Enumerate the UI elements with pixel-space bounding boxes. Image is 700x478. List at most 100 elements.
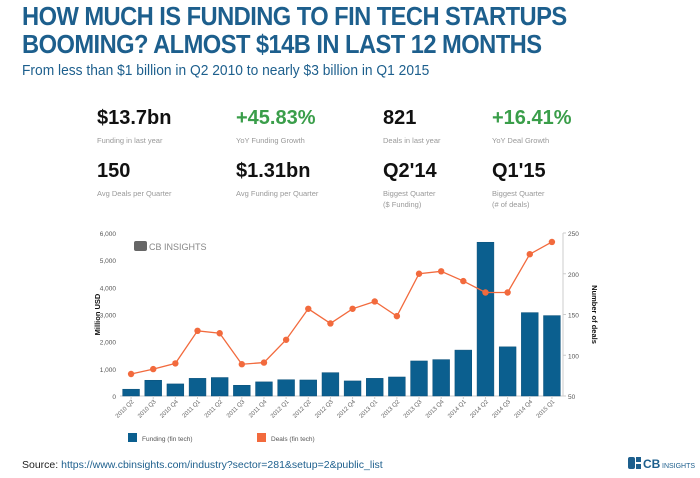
deals-line [130,241,553,375]
x-tick-label: 2010 Q4 [159,399,180,420]
kpi-label: Avg Deals per Quarter [97,188,171,199]
funding-bar [299,379,317,397]
deals-point [482,289,489,296]
funding-bar [255,381,273,397]
cb-insights-logo: CB INSIGHTS [628,457,695,471]
kpi-value: +16.41% [492,107,572,129]
kpi-label: Deals in last year [383,135,441,146]
kpi-label: Biggest Quarter (# of deals) [492,188,545,210]
funding-bar [388,376,406,397]
kpi-label: YoY Funding Growth [236,135,305,146]
kpi-label-line: Funding in last year [97,136,163,145]
source-label: Source: [22,459,62,471]
deals-point [349,305,356,312]
deals-point [238,361,246,368]
x-tick-label: 2015 Q1 [536,399,557,420]
x-tick-label: 2013 Q1 [359,399,380,420]
deals-point [216,330,223,337]
deals-point [437,268,445,275]
chart-watermark: CB INSIGHTS [149,242,207,252]
funding-bar [211,377,229,397]
y2-axis-label: Number of deals [590,285,599,344]
kpi-value: +45.83% [236,107,316,129]
y-tick-label: 2,000 [100,340,117,347]
page-title: HOW MUCH IS FUNDING TO FIN TECH STARTUPS… [22,3,567,59]
kpi-label: YoY Deal Growth [492,135,549,146]
y-tick-label: 1,000 [100,367,117,374]
x-tick-label: 2014 Q4 [514,399,535,420]
kpi-label-line: Avg Funding per Quarter [236,189,319,198]
kpi-label-line: YoY Deal Growth [492,136,550,145]
x-tick-label: 2012 Q3 [314,399,335,420]
funding-bar [321,372,340,397]
kpi-label-line: Deals in last year [383,136,441,145]
kpi-value: 150 [97,160,131,182]
funding-bar [233,385,251,397]
deals-point [504,289,511,296]
x-tick-label: 2012 Q4 [336,399,357,420]
x-tick-label: 2011 Q1 [182,399,203,420]
svg-text:CB: CB [643,457,661,471]
x-tick-label: 2012 Q1 [270,399,291,420]
source-link[interactable]: https://www.cbinsights.com/industry?sect… [61,459,383,471]
funding-bar [122,388,140,397]
funding-bar [432,359,450,397]
y-tick-label: 5,000 [100,258,117,265]
deals-point [150,365,157,373]
kpi-label-line: ($ Funding) [383,200,422,209]
y-tick-label: 0 [112,394,116,401]
y2-tick-label: 50 [568,394,576,401]
svg-text:INSIGHTS: INSIGHTS [662,463,695,470]
kpi-label: Funding in last year [97,135,162,146]
title-line-2: BOOMING? ALMOST $14B IN LAST 12 MONTHS [22,31,542,59]
deals-point [260,359,268,366]
kpi-label: Biggest Quarter ($ Funding) [383,188,436,210]
kpi-label-line: Biggest Quarter [492,189,545,198]
legend-deals-label: Deals (fin tech) [271,436,315,443]
x-tick-label: 2014 Q2 [469,399,490,420]
deals-point [460,277,467,285]
funding-bar [521,312,539,397]
kpi-label-line: (# of deals) [492,200,530,209]
source: Source: https://www.cbinsights.com/indus… [22,459,383,471]
deals-point [194,327,201,334]
y-tick-label: 3,000 [100,313,117,320]
funding-bar [410,360,428,397]
funding-bar [454,349,472,397]
x-tick-label: 2013 Q4 [425,399,446,420]
deals-point [327,320,334,327]
kpi-value: Q2'14 [383,160,437,182]
x-tick-label: 2010 Q3 [137,399,158,420]
x-tick-label: 2014 Q3 [492,399,513,420]
x-tick-label: 2011 Q2 [204,399,225,420]
y2-tick-label: 100 [568,353,579,360]
kpi-label: Avg Funding per Quarter [236,188,318,199]
kpi-value: $13.7bn [97,107,172,129]
kpi-value: Q1'15 [492,160,546,182]
x-tick-label: 2011 Q3 [226,399,247,420]
deals-point [305,305,312,312]
x-tick-label: 2013 Q2 [381,399,402,420]
funding-bar [166,383,185,397]
x-tick-label: 2011 Q4 [248,399,269,420]
subtitle: From less than $1 billion in Q2 2010 to … [22,62,430,79]
y2-tick-label: 250 [568,231,579,238]
x-tick-label: 2010 Q2 [115,399,136,420]
deals-point [371,298,378,305]
kpi-label-line: Avg Deals per Quarter [97,189,172,198]
y-tick-label: 4,000 [100,285,117,292]
y2-tick-label: 200 [568,272,579,279]
kpi-value: 821 [383,107,417,129]
funding-bar [343,380,362,397]
funding-bar [366,378,384,397]
funding-bar [277,379,295,397]
x-tick-label: 2013 Q3 [403,399,424,420]
legend-funding-swatch [128,433,137,442]
funding-bar [188,378,207,397]
legend-funding-label: Funding (fin tech) [142,436,193,443]
watermark-logo-icon [134,241,147,251]
deals-point [393,312,401,320]
deals-point [526,250,533,258]
chart: CB INSIGHTS 0 1,000 2,000 3,000 4,000 5,000 6,0… [93,231,599,443]
x-tick-label: 2014 Q1 [447,399,468,420]
